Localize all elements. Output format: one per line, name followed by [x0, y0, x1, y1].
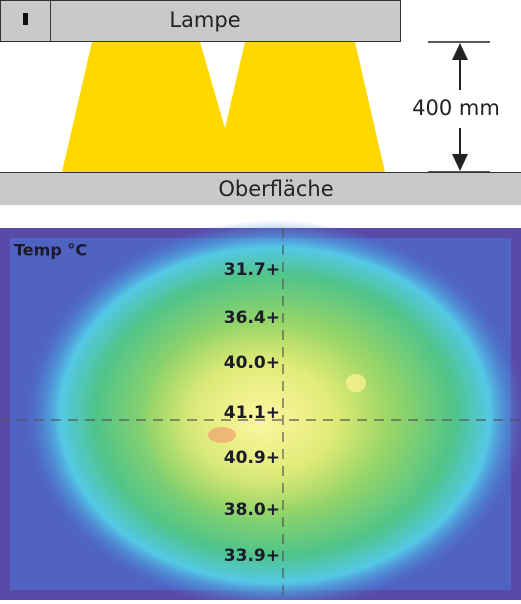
arrow-head: [452, 154, 468, 171]
lamp-label: Lampe: [169, 8, 240, 32]
light-cone: [62, 42, 385, 172]
temperature-reading: 31.7+: [224, 260, 280, 280]
hot-spot: [208, 427, 236, 443]
distance-label: 400 mm: [412, 96, 500, 120]
temperature-reading: 38.0+: [224, 500, 280, 520]
temperature-reading: 36.4+: [224, 308, 280, 328]
lamp-switch: [23, 13, 28, 25]
surface-label: Oberfläche: [218, 177, 333, 201]
hot-spot: [346, 374, 366, 392]
temperature-reading: 40.0+: [224, 353, 280, 373]
surface-bar: [0, 172, 521, 205]
thermal-title: Temp °C: [14, 241, 87, 260]
lamp-bar: [0, 0, 401, 42]
temperature-reading: 40.9+: [224, 448, 280, 468]
temperature-reading: 33.9+: [224, 546, 280, 566]
temperature-reading: 41.1+: [224, 403, 280, 423]
readings: 31.7+ 36.4+ 40.0+ 41.1+ 40.9+ 38.0+ 33.9+: [224, 260, 280, 566]
arrow-head: [452, 43, 468, 60]
